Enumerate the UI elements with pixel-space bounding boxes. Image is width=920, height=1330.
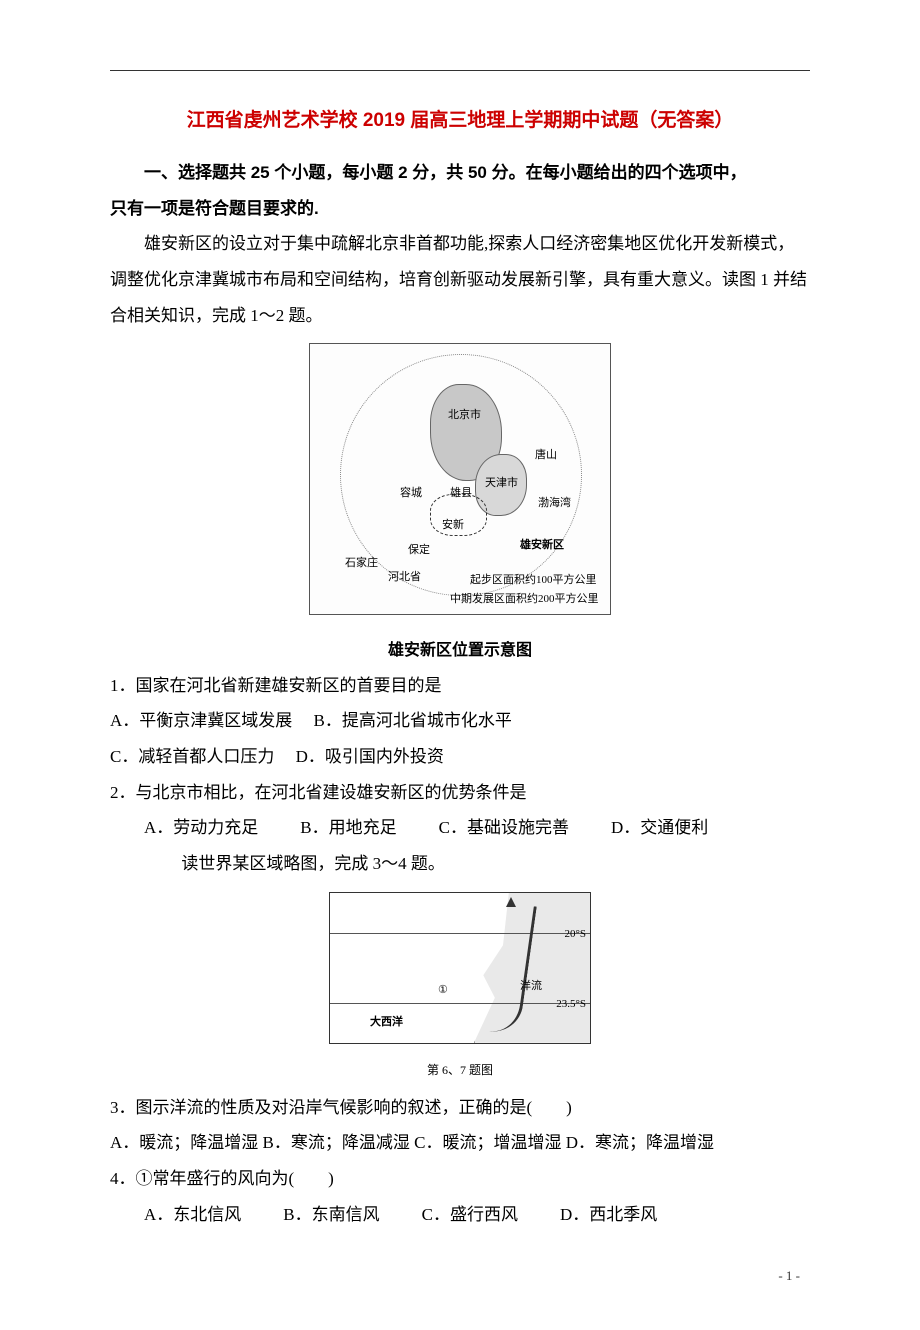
q4-opt-d: D．西北季风 bbox=[560, 1197, 657, 1233]
map-label-anxin: 安新 bbox=[442, 514, 464, 537]
figure-2: 20°S 23.5°S 大西洋 洋流 ① 第 6、7 题图 bbox=[110, 892, 810, 1084]
q2-opt-b: B．用地充足 bbox=[300, 810, 396, 846]
map-label-xiongan: 雄安新区 bbox=[520, 534, 564, 557]
q2-options: A．劳动力充足 B．用地充足 C．基础设施完善 D．交通便利 bbox=[110, 810, 810, 846]
map2-lat20: 20°S bbox=[564, 923, 586, 946]
context-paragraph-1: 雄安新区的设立对于集中疏解北京非首都功能,探索人口经济密集地区优化开发新模式，调… bbox=[110, 226, 810, 333]
q1-options-row1: A．平衡京津冀区域发展 B．提高河北省城市化水平 bbox=[110, 703, 810, 739]
q2-opt-d: D．交通便利 bbox=[611, 810, 708, 846]
q1-opt-c: C．减轻首都人口压力 bbox=[110, 747, 274, 766]
map2-point: ① bbox=[438, 979, 448, 1002]
q2-stem: 2．与北京市相比，在河北省建设雄安新区的优势条件是 bbox=[110, 775, 810, 811]
q1-options-row2: C．减轻首都人口压力 D．吸引国内外投资 bbox=[110, 739, 810, 775]
q4-stem: 4．①常年盛行的风向为( ) bbox=[110, 1161, 810, 1197]
q2-opt-a: A．劳动力充足 bbox=[144, 810, 258, 846]
page-container: 江西省虔州艺术学校 2019 届高三地理上学期期中试题（无答案） 一、选择题共 … bbox=[0, 0, 920, 1330]
q3-opt-c: C．暖流；增温增湿 bbox=[414, 1133, 561, 1152]
q1-opt-b: B．提高河北省城市化水平 bbox=[314, 711, 512, 730]
map-label-bohai: 渤海湾 bbox=[538, 492, 571, 515]
page-number: - 1 - bbox=[110, 1262, 810, 1289]
figure-1-caption: 雄安新区位置示意图 bbox=[110, 634, 810, 668]
q3-options: A．暖流；降温增湿 B．寒流；降温减湿 C．暖流；增温增湿 D．寒流；降温增湿 bbox=[110, 1125, 810, 1161]
map-label-tianjin: 天津市 bbox=[485, 472, 518, 495]
q4-opt-a: A．东北信风 bbox=[144, 1197, 241, 1233]
q1-opt-a: A．平衡京津冀区域发展 bbox=[110, 711, 292, 730]
q2-opt-c: C．基础设施完善 bbox=[439, 810, 569, 846]
q3-opt-d: D．寒流；降温增湿 bbox=[566, 1133, 714, 1152]
q1-opt-d: D．吸引国内外投资 bbox=[296, 747, 444, 766]
figure-2-caption: 第 6、7 题图 bbox=[110, 1058, 810, 1083]
top-divider bbox=[110, 70, 810, 71]
map-label-xiongxian: 雄县 bbox=[450, 482, 472, 505]
q3-stem: 3．图示洋流的性质及对沿岸气候影响的叙述，正确的是( ) bbox=[110, 1090, 810, 1126]
document-title: 江西省虔州艺术学校 2019 届高三地理上学期期中试题（无答案） bbox=[110, 101, 810, 141]
instructions-line-2: 只有一项是符合题目要求的. bbox=[110, 191, 810, 227]
map2-current: 洋流 bbox=[520, 975, 542, 998]
instructions-line-1: 一、选择题共 25 个小题，每小题 2 分，共 50 分。在每小题给出的四个选项… bbox=[110, 155, 810, 191]
map2-lat235: 23.5°S bbox=[556, 993, 586, 1016]
q1-stem: 1．国家在河北省新建雄安新区的首要目的是 bbox=[110, 668, 810, 704]
q3-opt-b: B．寒流；降温减湿 bbox=[263, 1133, 410, 1152]
map-label-rongcheng: 容城 bbox=[400, 482, 422, 505]
map-label-hebei: 河北省 bbox=[388, 566, 421, 589]
map-label-beijing: 北京市 bbox=[448, 404, 481, 427]
map-label-baoding: 保定 bbox=[408, 539, 430, 562]
map2-ocean: 大西洋 bbox=[370, 1011, 403, 1034]
map-xiongan: 北京市 天津市 唐山 渤海湾 容城 雄县 安新 保定 石家庄 河北省 雄安新区 … bbox=[309, 343, 611, 615]
q3-opt-a: A．暖流；降温增湿 bbox=[110, 1133, 258, 1152]
q4-options: A．东北信风 B．东南信风 C．盛行西风 D．西北季风 bbox=[110, 1197, 810, 1233]
map-label-shijiazhuang: 石家庄 bbox=[345, 552, 378, 575]
context-paragraph-2: 读世界某区域略图，完成 3～4 题。 bbox=[110, 846, 810, 882]
map-label-tangshan: 唐山 bbox=[535, 444, 557, 467]
figure-1: 北京市 天津市 唐山 渤海湾 容城 雄县 安新 保定 石家庄 河北省 雄安新区 … bbox=[110, 343, 810, 628]
q4-opt-c: C．盛行西风 bbox=[422, 1197, 518, 1233]
map-note-2: 中期发展区面积约200平方公里 bbox=[450, 588, 599, 611]
map-ocean-current: 20°S 23.5°S 大西洋 洋流 ① bbox=[329, 892, 591, 1044]
q4-opt-b: B．东南信风 bbox=[283, 1197, 379, 1233]
